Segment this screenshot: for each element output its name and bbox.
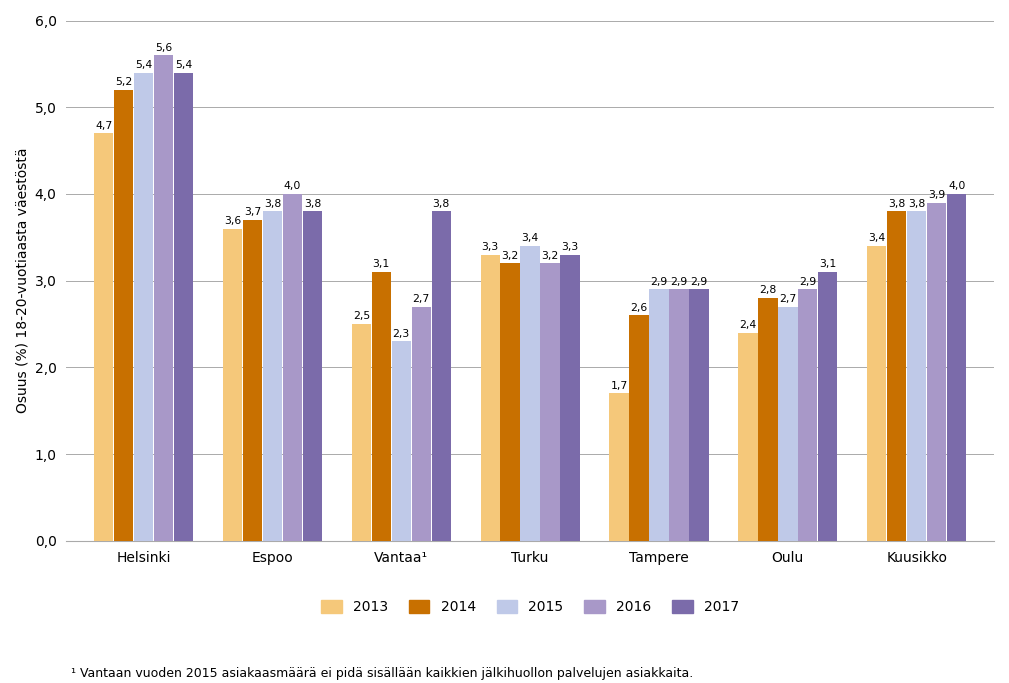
Bar bbox=[927, 203, 946, 541]
Text: 3,3: 3,3 bbox=[481, 242, 498, 252]
Bar bbox=[94, 133, 113, 541]
Text: 3,4: 3,4 bbox=[868, 234, 885, 243]
Bar bbox=[352, 324, 371, 541]
Text: 2,3: 2,3 bbox=[393, 329, 410, 339]
Bar bbox=[262, 211, 283, 541]
Text: 2,9: 2,9 bbox=[651, 277, 668, 287]
Text: 2,4: 2,4 bbox=[740, 320, 757, 330]
Bar bbox=[391, 342, 411, 541]
Bar bbox=[371, 272, 391, 541]
Bar bbox=[650, 290, 669, 541]
Y-axis label: Osuus (%) 18-20-vuotiaasta väestöstä: Osuus (%) 18-20-vuotiaasta väestöstä bbox=[15, 148, 29, 413]
Bar bbox=[521, 246, 540, 541]
Bar bbox=[154, 55, 174, 541]
Text: 2,9: 2,9 bbox=[670, 277, 687, 287]
Text: 3,8: 3,8 bbox=[263, 199, 282, 209]
Text: 2,5: 2,5 bbox=[353, 311, 370, 322]
Bar bbox=[134, 72, 153, 541]
Text: 3,7: 3,7 bbox=[244, 208, 261, 217]
Bar bbox=[798, 290, 817, 541]
Text: 3,8: 3,8 bbox=[888, 199, 905, 209]
Bar bbox=[283, 194, 302, 541]
Text: 2,8: 2,8 bbox=[759, 285, 777, 295]
Bar bbox=[114, 90, 133, 541]
Text: 3,4: 3,4 bbox=[522, 234, 539, 243]
Text: 3,8: 3,8 bbox=[908, 199, 925, 209]
Text: 3,8: 3,8 bbox=[304, 199, 321, 209]
Bar bbox=[887, 211, 906, 541]
Bar bbox=[541, 264, 560, 541]
Text: 5,4: 5,4 bbox=[175, 60, 192, 70]
Text: 4,0: 4,0 bbox=[947, 181, 966, 191]
Bar bbox=[609, 393, 629, 541]
Bar bbox=[174, 72, 193, 541]
Text: 2,7: 2,7 bbox=[779, 294, 796, 304]
Bar bbox=[560, 255, 580, 541]
Bar bbox=[778, 307, 797, 541]
Bar bbox=[303, 211, 322, 541]
Bar bbox=[500, 264, 520, 541]
Bar bbox=[867, 246, 887, 541]
Bar bbox=[739, 333, 758, 541]
Bar bbox=[630, 316, 649, 541]
Text: 3,9: 3,9 bbox=[928, 190, 945, 200]
Text: 3,1: 3,1 bbox=[819, 260, 836, 269]
Text: 5,6: 5,6 bbox=[155, 42, 173, 53]
Text: 3,1: 3,1 bbox=[372, 260, 389, 269]
Bar bbox=[818, 272, 837, 541]
Text: ¹ Vantaan vuoden 2015 asiakaasmäärä ei pidä sisällään kaikkien jälkihuollon palv: ¹ Vantaan vuoden 2015 asiakaasmäärä ei p… bbox=[71, 667, 693, 680]
Text: 5,2: 5,2 bbox=[115, 77, 132, 87]
Text: 3,2: 3,2 bbox=[542, 251, 559, 261]
Bar bbox=[758, 298, 778, 541]
Bar bbox=[947, 194, 967, 541]
Text: 1,7: 1,7 bbox=[610, 381, 628, 391]
Bar bbox=[669, 290, 689, 541]
Text: 2,9: 2,9 bbox=[799, 277, 816, 287]
Text: 2,9: 2,9 bbox=[690, 277, 707, 287]
Bar bbox=[907, 211, 926, 541]
Bar bbox=[689, 290, 708, 541]
Text: 4,7: 4,7 bbox=[95, 121, 112, 130]
Text: 3,6: 3,6 bbox=[224, 216, 241, 226]
Text: 4,0: 4,0 bbox=[284, 181, 301, 191]
Text: 2,7: 2,7 bbox=[413, 294, 430, 304]
Bar bbox=[223, 229, 242, 541]
Bar bbox=[432, 211, 451, 541]
Text: 2,6: 2,6 bbox=[631, 303, 648, 313]
Text: 5,4: 5,4 bbox=[135, 60, 152, 70]
Text: 3,3: 3,3 bbox=[561, 242, 579, 252]
Bar bbox=[412, 307, 431, 541]
Bar bbox=[243, 220, 262, 541]
Bar bbox=[480, 255, 499, 541]
Text: 3,2: 3,2 bbox=[501, 251, 519, 261]
Text: 3,8: 3,8 bbox=[433, 199, 450, 209]
Legend: 2013, 2014, 2015, 2016, 2017: 2013, 2014, 2015, 2016, 2017 bbox=[315, 595, 745, 619]
